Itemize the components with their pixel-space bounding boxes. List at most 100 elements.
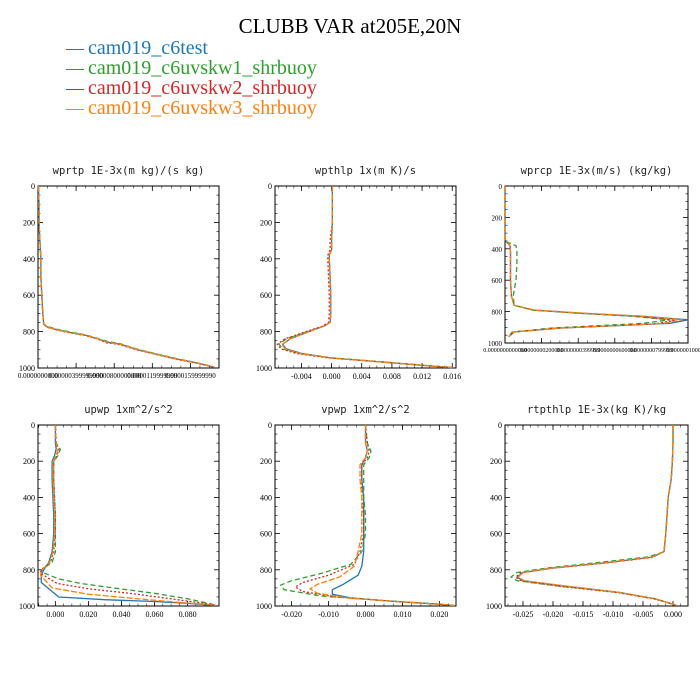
series-line-3 (276, 186, 453, 369)
y-tick-label: 0 (268, 421, 272, 430)
x-tick-label: 0.012 (413, 372, 431, 381)
x-tick-label: 0.040 (112, 610, 130, 619)
series-line-4 (39, 424, 216, 606)
series-line-4 (281, 186, 453, 369)
y-tick-label: 400 (492, 246, 503, 254)
y-tick-label: 600 (490, 530, 502, 539)
panel-title: wprtp 1E-3x(m kg)/(s kg) (53, 165, 205, 177)
y-tick-label: 1000 (19, 602, 35, 611)
panel-title: vpwp 1xm^2/s^2 (321, 404, 410, 416)
y-tick-label: 400 (490, 493, 502, 502)
panel-title: rtpthlp 1E-3x(kg K)/kg (527, 404, 666, 416)
y-tick-label: 800 (23, 566, 35, 575)
plot-frame (37, 424, 220, 607)
legend-item: cam019_c6uvskw2_shrbuoy (66, 78, 317, 98)
y-tick-label: 400 (260, 493, 272, 502)
legend-item: cam019_c6uvskw1_shrbuoy (66, 58, 317, 78)
x-tick-label: 0.060 (146, 610, 164, 619)
series-line-4 (37, 185, 215, 368)
x-tick-label: -0.020 (281, 610, 302, 619)
series-line-2 (504, 186, 671, 338)
legend-label: cam019_c6uvskw3_shrbuoy (88, 97, 317, 119)
series-line-1 (281, 186, 453, 369)
x-tick-label: 0.004 (353, 372, 371, 381)
y-tick-label: 1000 (256, 602, 272, 611)
plot-frame (37, 185, 220, 369)
x-tick-label: 0.020 (430, 610, 448, 619)
x-tick-label: 0.000 (46, 610, 64, 619)
plot-frame (274, 424, 457, 607)
x-tick-label: 0.0000000000000 (483, 348, 527, 354)
y-tick-label: 400 (260, 255, 272, 264)
series-line-2 (278, 186, 453, 369)
panel-title: wpthlp 1x(m K)/s (315, 165, 416, 177)
legend-swatch-red (66, 88, 84, 90)
y-tick-label: 600 (492, 277, 503, 285)
x-tick-label: 0.0000000799999 (630, 348, 674, 354)
y-tick-label: 200 (490, 457, 502, 466)
series-line-2 (37, 185, 215, 368)
legend-item: cam019_c6test (66, 38, 317, 58)
y-tick-label: 0 (31, 421, 35, 430)
legend-label: cam019_c6uvskw1_shrbuoy (88, 57, 317, 79)
y-tick-label: 600 (260, 530, 272, 539)
y-tick-label: 0 (268, 182, 272, 191)
legend-item: cam019_c6uvskw3_shrbuoy (66, 98, 317, 118)
y-tick-label: 1000 (19, 364, 35, 373)
y-tick-label: 600 (260, 291, 272, 300)
y-tick-label: 400 (23, 255, 35, 264)
x-tick-label: 0.00000399999990 (49, 372, 104, 380)
legend-swatch-green (66, 68, 84, 70)
legend-swatch-orange (66, 108, 84, 110)
y-tick-label: 600 (23, 530, 35, 539)
series-line-2 (39, 424, 213, 605)
y-tick-label: 1000 (486, 602, 502, 611)
x-tick-label: 0.000 (323, 372, 341, 381)
plot-frame (274, 185, 457, 369)
legend-swatch-blue (66, 48, 84, 50)
y-tick-label: 0 (499, 183, 503, 191)
y-tick-label: 200 (23, 457, 35, 466)
legend: cam019_c6test cam019_c6uvskw1_shrbuoy ca… (66, 38, 317, 118)
series-line-1 (331, 425, 455, 607)
x-tick-label: -0.015 (573, 610, 594, 619)
series-line-3 (37, 185, 215, 368)
y-tick-label: 800 (260, 566, 272, 575)
x-tick-label: -0.005 (633, 610, 654, 619)
x-tick-label: 0.0000000399999 (556, 348, 600, 354)
x-tick-label: -0.010 (603, 610, 624, 619)
x-tick-label: 0.0000000200000 (520, 348, 564, 354)
x-tick-label: 0.000 (357, 610, 375, 619)
y-tick-label: 200 (260, 218, 272, 227)
series-line-3 (294, 424, 455, 607)
x-tick-label: -0.010 (318, 610, 339, 619)
x-tick-label: 0.0000000000 (18, 372, 59, 380)
x-tick-label: 0.020 (79, 610, 97, 619)
x-tick-label: 0.000 (664, 610, 682, 619)
panel-title: wprcp 1E-3x(m/s) (kg/kg) (521, 165, 673, 177)
x-tick-label: -0.004 (291, 372, 312, 381)
x-tick-label: 0.080 (179, 610, 197, 619)
series-line-4 (517, 425, 677, 606)
x-tick-label: 0.00000800000000 (87, 372, 142, 380)
y-tick-label: 600 (23, 291, 35, 300)
y-tick-label: 1000 (488, 340, 503, 348)
y-tick-label: 800 (23, 328, 35, 337)
y-tick-label: 800 (492, 309, 503, 317)
series-line-4 (504, 186, 684, 338)
plot-frame (504, 424, 689, 607)
y-tick-label: 400 (23, 493, 35, 502)
y-tick-label: 200 (23, 218, 35, 227)
x-tick-label: 0.0000000600000 (593, 348, 637, 354)
x-tick-label: 0.0000001000000 (666, 348, 700, 354)
page-title: CLUBB VAR at205E,20N (238, 14, 462, 38)
series-line-1 (40, 425, 216, 606)
y-tick-label: 200 (260, 457, 272, 466)
series-line-1 (516, 425, 677, 606)
series-line-3 (515, 425, 677, 606)
y-tick-label: 200 (492, 214, 503, 222)
x-tick-label: 0.008 (383, 372, 401, 381)
y-tick-label: 1000 (256, 364, 272, 373)
x-tick-label: 0.016 (443, 372, 461, 381)
